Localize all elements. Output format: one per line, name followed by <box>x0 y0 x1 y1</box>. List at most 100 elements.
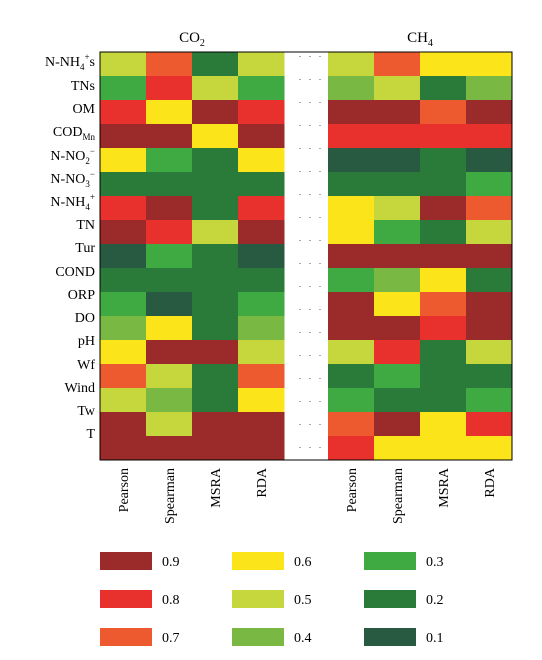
heatmap-cell <box>238 52 285 77</box>
column-label: Pearson <box>117 468 132 512</box>
heatmap-cell <box>374 340 421 365</box>
heatmap-cell <box>192 76 239 101</box>
heatmap-cell <box>374 148 421 173</box>
column-label: RDA <box>255 467 270 497</box>
heatmap-cell <box>420 124 467 149</box>
heatmap-cell <box>100 292 147 317</box>
row-label-tw: Tw <box>77 404 96 419</box>
heatmap-cell <box>328 412 375 437</box>
heatmap-cell <box>420 364 467 389</box>
heatmap-cell <box>374 316 421 341</box>
heatmap-cell <box>466 436 513 461</box>
heatmap-cell <box>420 76 467 101</box>
heatmap-cell <box>238 340 285 365</box>
legend-swatch <box>100 590 152 608</box>
row-label-t: T <box>86 427 95 442</box>
heatmap-cell <box>238 292 285 317</box>
heatmap-cell <box>100 436 147 461</box>
heatmap-cell <box>466 124 513 149</box>
heatmap-cell <box>100 412 147 437</box>
heatmap-cell <box>420 292 467 317</box>
heatmap-cell <box>374 52 421 77</box>
heatmap-cell <box>238 364 285 389</box>
row-label-cond: COND <box>55 265 95 280</box>
legend-swatch <box>364 628 416 646</box>
heatmap-cell <box>238 124 285 149</box>
heatmap-cell <box>420 268 467 293</box>
column-label: RDA <box>483 467 498 497</box>
heatmap-cell <box>420 412 467 437</box>
row-label-codmn: CODMn <box>53 125 96 142</box>
heatmap-cell <box>328 148 375 173</box>
panel-gap <box>286 52 328 460</box>
heatmap-cell <box>466 268 513 293</box>
heatmap-cell <box>192 244 239 269</box>
column-label: Pearson <box>345 468 360 512</box>
heatmap-cell <box>328 100 375 125</box>
heatmap-cell <box>420 244 467 269</box>
row-label-no2: N-NO2− <box>50 146 95 166</box>
heatmap-cell <box>466 52 513 77</box>
heatmap-cell <box>374 436 421 461</box>
heatmap-cell <box>192 172 239 197</box>
heatmap-cell <box>466 316 513 341</box>
heatmap-cell <box>466 172 513 197</box>
legend-label: 0.2 <box>426 593 444 608</box>
heatmap-cell <box>146 100 193 125</box>
heatmap-cell <box>466 148 513 173</box>
column-label: MSRA <box>209 467 224 508</box>
heatmap-cell <box>100 76 147 101</box>
heatmap-cell <box>374 292 421 317</box>
heatmap-cell <box>328 316 375 341</box>
heatmap-cell <box>328 388 375 413</box>
heatmap-cell <box>146 388 193 413</box>
column-label: MSRA <box>437 467 452 508</box>
heatmap-cell <box>328 436 375 461</box>
heatmap-cell <box>238 388 285 413</box>
heatmap-cell <box>374 244 421 269</box>
heatmap-cell <box>420 316 467 341</box>
heatmap-cell <box>192 268 239 293</box>
heatmap-cell <box>420 52 467 77</box>
heatmap-cell <box>420 220 467 245</box>
heatmap-cell <box>100 100 147 125</box>
heatmap-cell <box>328 220 375 245</box>
row-label-om: OM <box>72 102 95 117</box>
heatmap-cell <box>100 388 147 413</box>
heatmap-cell <box>466 340 513 365</box>
heatmap-cell <box>100 172 147 197</box>
heatmap-cell <box>374 76 421 101</box>
heatmap-cell <box>328 52 375 77</box>
heatmap-cell <box>146 412 193 437</box>
panel-title-ch4: CH4 <box>407 30 433 49</box>
heatmap-cell <box>466 76 513 101</box>
heatmap-cell <box>328 172 375 197</box>
heatmap-cell <box>100 244 147 269</box>
row-label-tns: TNs <box>71 79 95 94</box>
legend-swatch <box>232 628 284 646</box>
legend-label: 0.8 <box>162 593 180 608</box>
column-labels: Pearson Spearman MSRA RDA Pearson Spearman MSR… <box>117 467 498 524</box>
heatmap-cell <box>146 340 193 365</box>
heatmap-cell <box>238 196 285 221</box>
heatmap-cell <box>192 340 239 365</box>
heatmap-cell <box>146 268 193 293</box>
legend-swatch <box>100 628 152 646</box>
heatmap-cell <box>100 364 147 389</box>
heatmap-cell <box>192 292 239 317</box>
heatmap-cell <box>192 220 239 245</box>
heatmap-cell <box>420 436 467 461</box>
heatmap-cell <box>374 196 421 221</box>
heatmap-cell <box>100 316 147 341</box>
heatmap-cell <box>374 412 421 437</box>
heatmap-cell <box>146 124 193 149</box>
legend-label: 0.3 <box>426 555 444 570</box>
heatmap-cell <box>192 196 239 221</box>
heatmap-cell <box>238 76 285 101</box>
plot-frame <box>99 51 513 461</box>
heatmap-cell <box>192 436 239 461</box>
heatmap-cell <box>100 220 147 245</box>
row-label-wf: Wf <box>77 358 95 373</box>
heatmap-cell <box>192 316 239 341</box>
heatmap-cell <box>466 244 513 269</box>
